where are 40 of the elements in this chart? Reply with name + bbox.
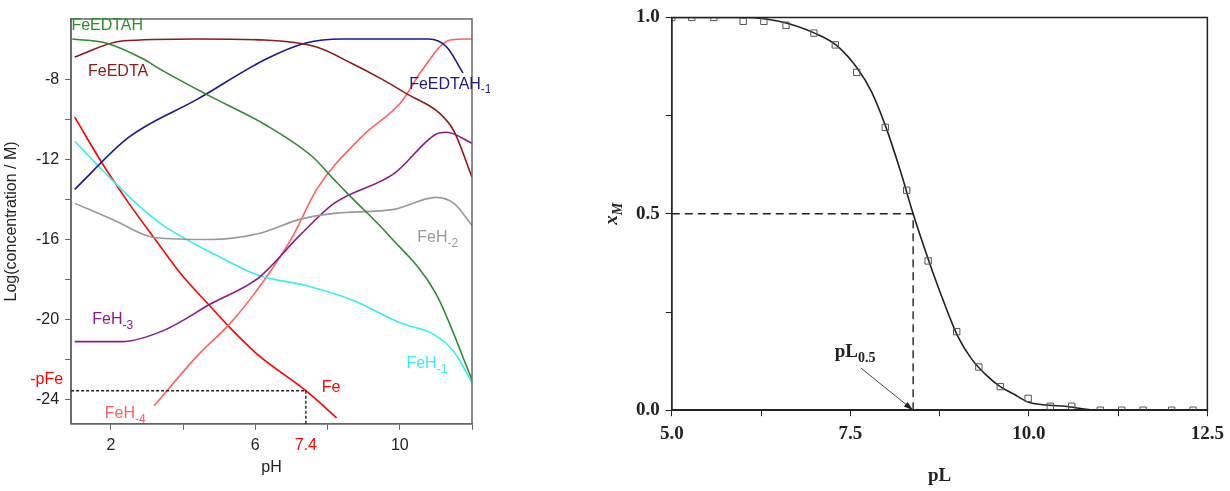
point [1068, 402, 1076, 410]
point [831, 41, 839, 49]
x-tick-label: 12.5 [1190, 421, 1224, 443]
y-tick-label: 0.0 [636, 398, 660, 420]
series-label: FeEDTAH [71, 16, 144, 34]
x-axis-title: pH [261, 458, 282, 476]
ref-line-label: -pFe [30, 370, 64, 388]
x-tick-label: 2 [106, 435, 116, 453]
y-tick-label: -8 [44, 69, 60, 87]
point [853, 68, 861, 77]
y-tick-label: -16 [36, 229, 60, 247]
series-label: Fe [321, 378, 341, 396]
y-tick-label: 0.5 [636, 201, 660, 223]
y-tick-label: -20 [36, 310, 60, 327]
x-tick-label: 5.0 [659, 421, 684, 443]
x-axis-title: pL [927, 464, 952, 486]
point [739, 17, 747, 26]
point [782, 21, 790, 29]
line-series [73, 131, 472, 343]
x-tick-label: 10.0 [1012, 421, 1046, 443]
y-axis-title: xM [599, 202, 625, 226]
point [996, 382, 1004, 391]
point [924, 257, 932, 265]
point [975, 363, 983, 371]
x-tick-label: 10 [390, 435, 409, 453]
x-tick-label: 7.5 [838, 421, 863, 443]
y-tick-label: 1.0 [636, 5, 660, 27]
x-tick-label: 6 [250, 435, 260, 453]
series-label: FeEDTA [88, 61, 149, 79]
y-tick-label: -24 [36, 390, 60, 408]
point [810, 29, 818, 37]
point [881, 123, 889, 132]
point [1024, 394, 1032, 403]
point [760, 17, 768, 26]
point [903, 186, 911, 194]
ref-line-label: 7.4 [294, 436, 318, 454]
point [953, 327, 961, 336]
y-axis-title: Log(concentration / M) [2, 141, 20, 302]
y-tick-label: -12 [36, 149, 60, 167]
point [1046, 402, 1054, 410]
